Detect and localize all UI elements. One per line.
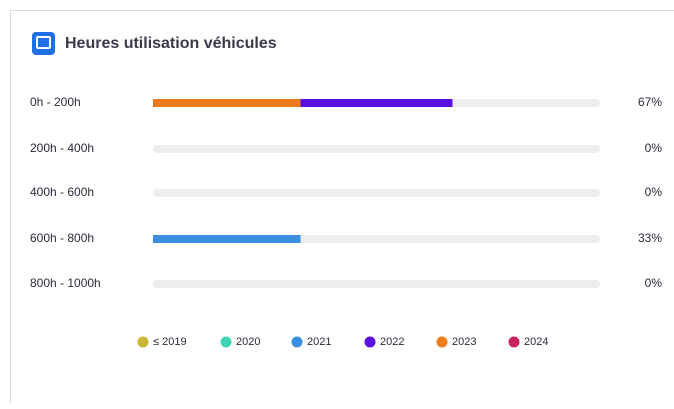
card-border (11, 11, 674, 405)
legend-swatch (509, 337, 520, 348)
row-label: 0h - 200h (30, 95, 81, 109)
total-label: 0% (645, 185, 663, 199)
legend-swatch (365, 337, 376, 348)
row-label: 400h - 600h (30, 185, 94, 199)
row-label: 800h - 1000h (30, 276, 101, 290)
legend-swatch (437, 337, 448, 348)
legend-label: ≤ 2019 (153, 336, 187, 348)
legend-label: 2020 (236, 336, 260, 348)
legend-label: 2023 (452, 336, 476, 348)
bar-segment (153, 99, 301, 107)
bar-segment (301, 99, 453, 107)
track (153, 145, 600, 153)
chart-title: Heures utilisation véhicules (65, 35, 277, 52)
legend-label: 2021 (307, 336, 331, 348)
total-label: 33% (638, 231, 662, 245)
legend-swatch (138, 337, 149, 348)
bar-segment (153, 235, 301, 243)
row-label: 600h - 800h (30, 231, 94, 245)
row-label: 200h - 400h (30, 141, 94, 155)
total-label: 0% (645, 141, 663, 155)
legend-swatch (221, 337, 232, 348)
total-label: 67% (638, 95, 662, 109)
legend-label: 2024 (524, 336, 548, 348)
total-label: 0% (645, 276, 663, 290)
legend-swatch (292, 337, 303, 348)
legend-label: 2022 (380, 336, 404, 348)
title-icon (32, 32, 55, 55)
track (153, 189, 600, 197)
track (153, 280, 600, 288)
